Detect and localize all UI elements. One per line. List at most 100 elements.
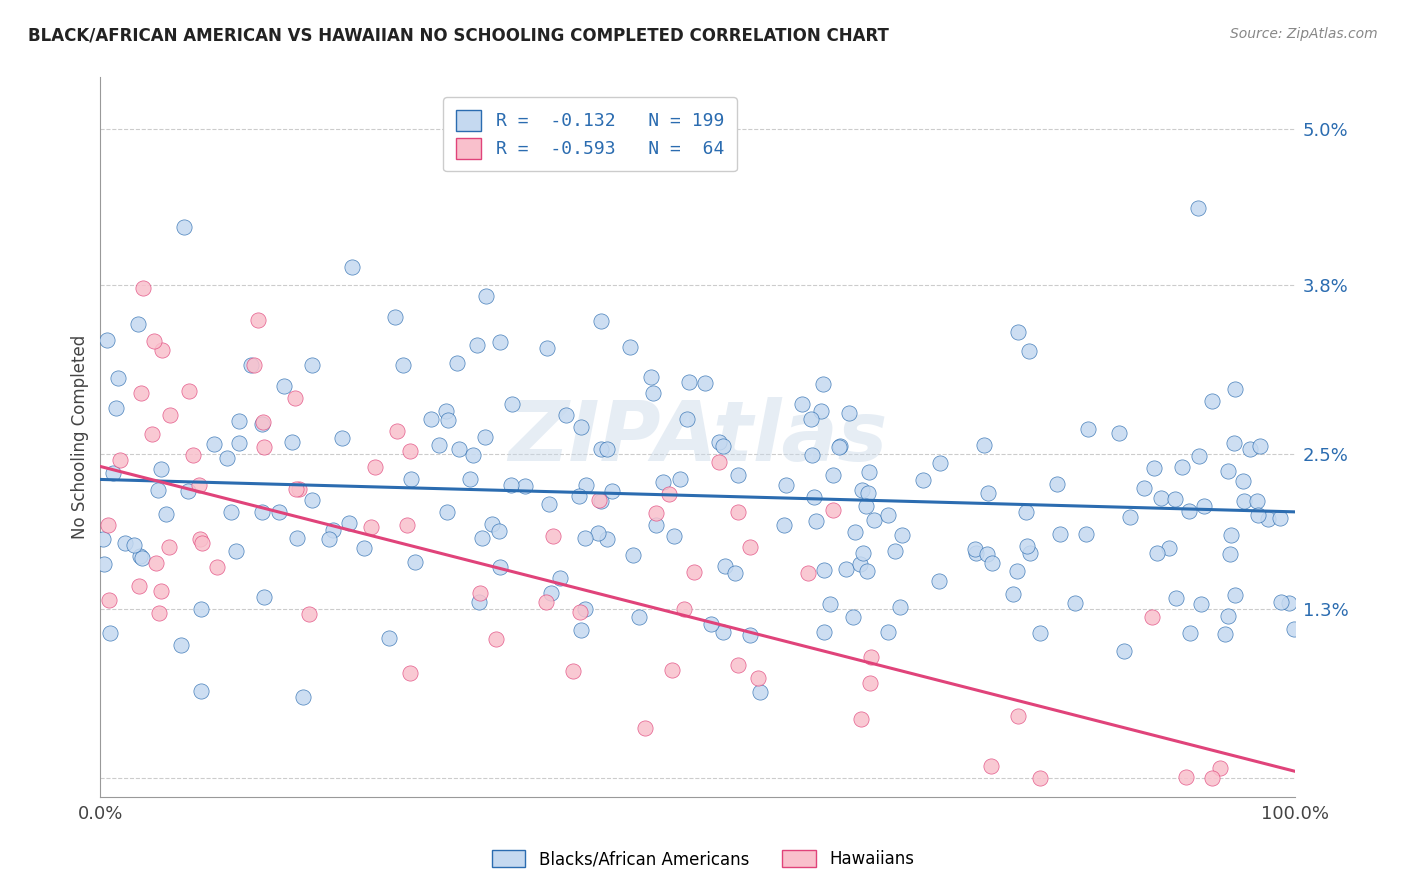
- Point: [844, 524, 866, 539]
- Point: [215, 450, 238, 465]
- Point: [965, 542, 987, 557]
- Point: [128, 579, 150, 593]
- Point: [640, 369, 662, 384]
- Point: [1247, 508, 1270, 523]
- Point: [202, 437, 225, 451]
- Point: [811, 376, 834, 391]
- Point: [404, 555, 426, 569]
- Point: [392, 358, 415, 372]
- Point: [849, 557, 872, 571]
- Point: [711, 439, 734, 453]
- Point: [1187, 201, 1209, 215]
- Point: [145, 556, 167, 570]
- Point: [621, 549, 644, 563]
- Point: [253, 590, 276, 604]
- Point: [190, 684, 212, 698]
- Point: [773, 518, 796, 533]
- Point: [678, 375, 700, 389]
- Point: [437, 412, 460, 426]
- Point: [399, 443, 422, 458]
- Point: [177, 484, 200, 499]
- Point: [205, 560, 228, 574]
- Point: [1232, 474, 1254, 488]
- Point: [1019, 546, 1042, 560]
- Point: [489, 560, 512, 574]
- Point: [190, 602, 212, 616]
- Point: [889, 599, 911, 614]
- Point: [127, 317, 149, 331]
- Point: [1018, 344, 1040, 359]
- Point: [628, 610, 651, 624]
- Point: [240, 358, 263, 372]
- Point: [105, 401, 128, 415]
- Point: [1201, 771, 1223, 785]
- Point: [891, 528, 914, 542]
- Point: [852, 546, 875, 560]
- Point: [1157, 541, 1180, 555]
- Point: [301, 492, 323, 507]
- Text: BLACK/AFRICAN AMERICAN VS HAWAIIAN NO SCHOOLING COMPLETED CORRELATION CHART: BLACK/AFRICAN AMERICAN VS HAWAIIAN NO SC…: [28, 27, 889, 45]
- Point: [1049, 527, 1071, 541]
- Point: [707, 454, 730, 468]
- Point: [360, 519, 382, 533]
- Point: [150, 583, 173, 598]
- Point: [574, 602, 596, 616]
- Point: [170, 638, 193, 652]
- Point: [695, 376, 717, 390]
- Point: [803, 490, 825, 504]
- Point: [489, 335, 512, 350]
- Point: [928, 574, 950, 588]
- Point: [855, 499, 877, 513]
- Point: [337, 516, 360, 531]
- Point: [662, 529, 685, 543]
- Point: [538, 497, 561, 511]
- Point: [596, 442, 619, 456]
- Point: [1278, 596, 1301, 610]
- Point: [273, 379, 295, 393]
- Point: [541, 529, 564, 543]
- Point: [683, 566, 706, 580]
- Point: [806, 514, 828, 528]
- Point: [1112, 644, 1135, 658]
- Point: [1201, 394, 1223, 409]
- Point: [775, 478, 797, 492]
- Point: [1005, 564, 1028, 578]
- Point: [977, 486, 1000, 500]
- Point: [727, 505, 749, 519]
- Point: [225, 543, 247, 558]
- Point: [471, 531, 494, 545]
- Point: [97, 518, 120, 533]
- Point: [93, 558, 115, 572]
- Point: [912, 473, 935, 487]
- Point: [188, 533, 211, 547]
- Text: Source: ZipAtlas.com: Source: ZipAtlas.com: [1230, 27, 1378, 41]
- Point: [301, 358, 323, 372]
- Point: [1164, 591, 1187, 605]
- Point: [550, 570, 572, 584]
- Point: [965, 546, 987, 560]
- Point: [1007, 709, 1029, 723]
- Point: [1209, 761, 1232, 775]
- Point: [1223, 588, 1246, 602]
- Point: [228, 435, 250, 450]
- Point: [284, 391, 307, 405]
- Point: [434, 404, 457, 418]
- Point: [727, 468, 749, 483]
- Point: [1146, 546, 1168, 560]
- Point: [378, 631, 401, 645]
- Point: [727, 657, 749, 672]
- Point: [253, 440, 276, 454]
- Point: [841, 610, 863, 624]
- Legend: Blacks/African Americans, Hawaiians: Blacks/African Americans, Hawaiians: [485, 843, 921, 875]
- Point: [292, 690, 315, 704]
- Point: [98, 625, 121, 640]
- Point: [501, 397, 523, 411]
- Point: [1246, 493, 1268, 508]
- Point: [446, 355, 468, 369]
- Point: [540, 586, 562, 600]
- Point: [855, 564, 877, 578]
- Point: [281, 435, 304, 450]
- Point: [835, 562, 858, 576]
- Point: [748, 685, 770, 699]
- Point: [830, 439, 852, 453]
